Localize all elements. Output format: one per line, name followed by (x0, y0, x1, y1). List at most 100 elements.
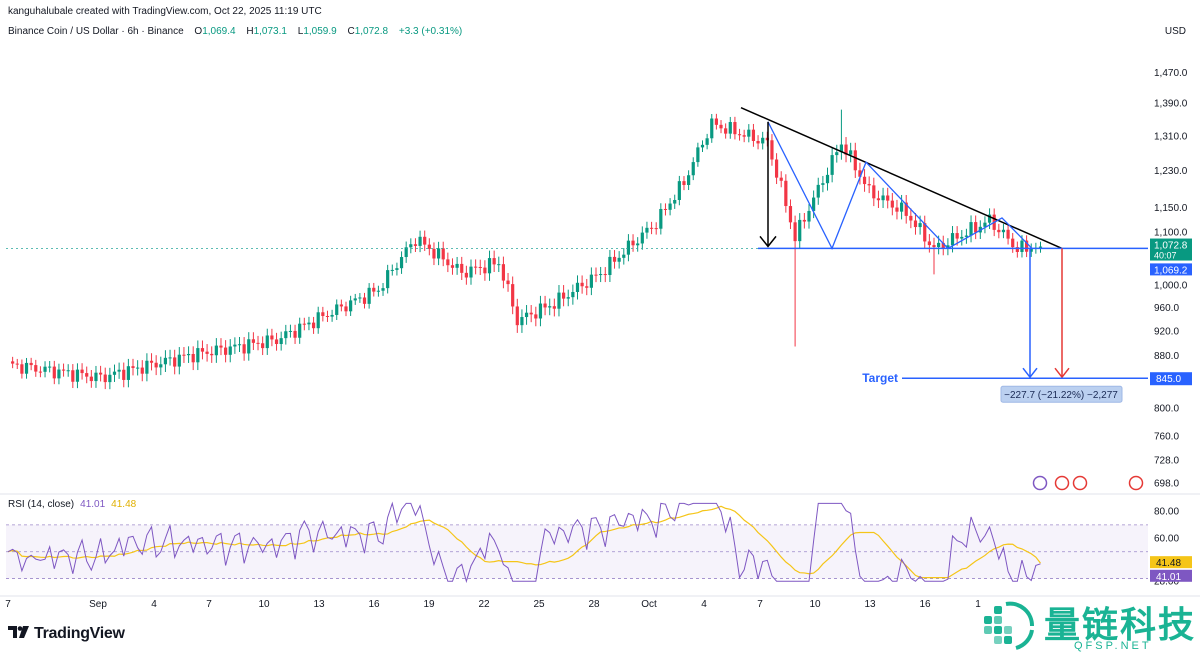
candle-body (353, 298, 357, 301)
candle-body (557, 292, 561, 309)
candle-body (455, 263, 459, 268)
candle-body (603, 274, 607, 276)
candle-body (237, 344, 242, 346)
candle-body (298, 323, 302, 338)
candle-body (645, 227, 649, 233)
candle-body (1011, 238, 1015, 248)
candle-body (126, 366, 130, 380)
candle-body (691, 162, 695, 176)
candle-body (43, 366, 47, 372)
candle-body (937, 242, 941, 248)
target-arrowhead-red (1054, 367, 1070, 379)
candle-body (673, 200, 677, 204)
height-arrow-head (759, 235, 777, 248)
candle-body (580, 282, 584, 287)
candle-body (423, 236, 427, 245)
event-marker-icon (1032, 475, 1048, 491)
candle-body (950, 233, 955, 246)
price-tick-label: 1,470.0 (1154, 68, 1188, 79)
currency-label[interactable]: USD (1164, 26, 1186, 37)
candle-body (839, 144, 843, 153)
candle-body (724, 128, 728, 134)
candle-body (585, 286, 589, 288)
candle-body (543, 303, 547, 308)
candle-body (1001, 229, 1006, 233)
candle-body (798, 219, 802, 242)
price-tick-label: 920.0 (1154, 326, 1179, 337)
candle-body (858, 170, 862, 177)
time-tick-label: 7 (206, 599, 212, 610)
candle-body (367, 287, 371, 304)
time-tick-label: 7 (5, 599, 11, 610)
candle-body (483, 267, 487, 274)
candle-body (960, 236, 964, 239)
countdown-label: 40:07 (1154, 251, 1177, 261)
candle-body (534, 314, 538, 319)
candle-body (321, 312, 325, 316)
candle-body (663, 208, 668, 210)
candle-body (742, 135, 746, 137)
candle-body (89, 376, 93, 382)
candle-body (52, 366, 56, 379)
candle-body (344, 306, 348, 312)
candle-body (441, 248, 445, 260)
candle-body (1038, 246, 1043, 248)
watermark-logo-icon (984, 601, 1035, 650)
candle-body (256, 342, 260, 344)
candle-body (737, 134, 742, 136)
candle-body (566, 297, 570, 299)
time-tick-label: 16 (919, 599, 931, 610)
rsi-title[interactable]: RSI (14, close) (8, 499, 75, 510)
candle-body (61, 369, 66, 371)
candle-body (478, 267, 482, 269)
candle-body (821, 183, 825, 185)
candle-body (29, 362, 33, 366)
candle-body (330, 314, 334, 317)
candle-body (311, 322, 316, 329)
time-tick-label: 13 (864, 599, 876, 610)
candle-body (946, 245, 950, 249)
candle-body (1006, 229, 1010, 239)
tradingview-logo[interactable]: TradingView (8, 625, 125, 643)
candle-body (395, 268, 399, 270)
candle-body (849, 150, 853, 155)
candle-body (38, 371, 43, 373)
open-label: O (194, 26, 203, 37)
candle-body (511, 284, 515, 307)
candle-body (506, 280, 510, 285)
candle-body (219, 345, 223, 348)
measure-label: −227.7 (−21.22%) −2,277 (1004, 390, 1118, 401)
candle-body (899, 202, 904, 212)
candle-body (1025, 240, 1029, 252)
time-tick-label: 10 (809, 599, 821, 610)
candle-body (122, 369, 126, 380)
neckline-price-label: 1,069.2 (1154, 265, 1188, 276)
candle-body (807, 210, 811, 222)
candle-body (131, 366, 135, 368)
rsi-badge-label: 41.01 (1156, 572, 1181, 583)
candle-body (904, 202, 908, 216)
candle-body (918, 223, 922, 228)
symbol-name[interactable]: Binance Coin / US Dollar · 6h · Binance (8, 26, 184, 37)
candle-body (182, 354, 186, 356)
candle-body (145, 360, 149, 374)
candle-body (214, 345, 218, 356)
candle-body (626, 240, 631, 255)
candle-body (640, 232, 644, 244)
price-tick-label: 800.0 (1154, 403, 1179, 414)
candle-body (177, 354, 181, 367)
candle-body (812, 197, 816, 211)
watermark-text: 量链科技 (1044, 605, 1197, 646)
candle-body (103, 374, 107, 383)
candle-body (687, 175, 691, 186)
candle-body (293, 330, 297, 338)
candle-body (469, 266, 473, 278)
candle-body (770, 140, 774, 160)
candle-body (876, 198, 881, 201)
time-tick-label: 25 (533, 599, 545, 610)
candle-body (853, 150, 857, 171)
rsi-ma-value: 41.48 (111, 499, 137, 510)
candle-body (700, 144, 705, 148)
